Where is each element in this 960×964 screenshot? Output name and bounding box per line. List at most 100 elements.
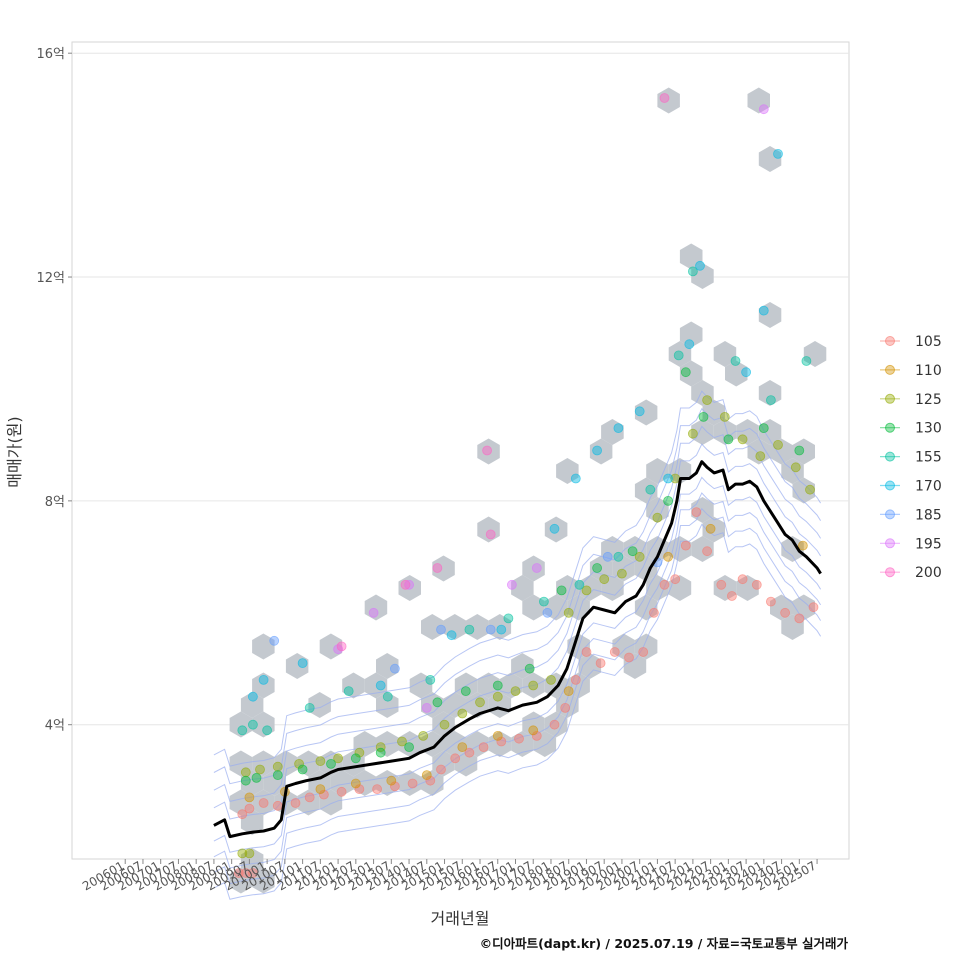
data-point-200 [400, 579, 411, 590]
hexbin-cell [646, 497, 669, 523]
data-point-125 [333, 753, 344, 764]
hexbin-cell [421, 692, 444, 718]
data-point-130 [326, 759, 336, 769]
hexbin-cell [319, 633, 343, 660]
density-contour [213, 407, 822, 785]
data-point-105 [716, 579, 727, 590]
data-point-125 [581, 585, 592, 596]
hexbin-cell [252, 867, 275, 894]
density-contour [213, 425, 822, 802]
data-point-125 [510, 686, 521, 696]
data-point-155 [613, 551, 624, 562]
data-point-155 [237, 725, 248, 736]
density-contour [213, 390, 822, 767]
hexbin-cell [488, 731, 512, 757]
data-point-185 [542, 607, 553, 618]
hexbin-cell [376, 692, 399, 718]
hexbin-cell [252, 750, 275, 777]
hexbin-cell [646, 458, 669, 484]
data-point-155 [262, 725, 273, 736]
data-point-105 [609, 647, 620, 657]
data-point-155 [645, 484, 656, 495]
data-point-155 [503, 613, 514, 624]
data-point-195 [506, 579, 517, 590]
hexbin-cell [252, 672, 275, 699]
data-point-200 [485, 529, 496, 540]
data-point-105 [496, 736, 507, 747]
hexbin-cell [623, 653, 647, 679]
axis-layer: 4억8억12억16억200601200607200701200707200801… [36, 47, 818, 893]
hexbin-cell [274, 750, 298, 777]
hexbin-cell [803, 341, 827, 367]
data-point-170 [258, 675, 269, 685]
hexbin-cell [353, 770, 376, 796]
legend-label-105: 105 [915, 334, 942, 350]
hexbin-cell [747, 87, 770, 114]
y-tick-label: 12억 [36, 271, 65, 286]
data-point-170 [663, 473, 673, 484]
data-point-125 [244, 848, 255, 859]
data-point-170 [446, 630, 457, 641]
legend-marker-200 [885, 567, 895, 578]
hexbin-cell [229, 789, 253, 816]
data-point-130 [680, 367, 691, 378]
data-point-110 [244, 792, 255, 803]
hexbin-cell [702, 516, 725, 543]
data-point-130 [460, 686, 471, 696]
data-point-170 [684, 339, 695, 350]
data-point-130 [698, 411, 709, 422]
data-point-125 [688, 428, 698, 439]
hexbin-cell [781, 536, 804, 562]
data-point-155 [464, 624, 475, 635]
data-point-155 [673, 350, 684, 361]
data-point-130 [794, 445, 805, 456]
data-point-130 [492, 680, 503, 691]
hexbin-cell [443, 614, 466, 640]
data-point-185 [602, 551, 613, 562]
hexbin-cell [477, 516, 500, 543]
data-point-130 [272, 770, 283, 780]
hexbin-cell [601, 575, 624, 601]
data-point-200 [659, 93, 670, 103]
hexbin-cell [353, 731, 376, 757]
legend-marker-195 [885, 538, 895, 549]
y-tick-label: 4억 [45, 719, 65, 734]
hexbin-cell [443, 692, 466, 718]
data-point-105 [751, 579, 762, 590]
legend-label-130: 130 [915, 421, 942, 437]
data-point-105 [464, 747, 475, 758]
data-point-110 [492, 731, 503, 741]
data-point-105 [737, 574, 748, 585]
data-point-170 [247, 691, 258, 702]
hexbin-cell [544, 711, 568, 738]
data-point-105 [808, 602, 819, 613]
data-point-110 [315, 784, 326, 794]
data-point-125 [294, 759, 305, 769]
data-point-105 [389, 781, 400, 792]
legend-marker-110 [885, 364, 895, 375]
median-price-line [213, 460, 822, 839]
data-point-200 [432, 563, 443, 573]
data-point-130 [758, 423, 769, 434]
data-point-170 [613, 423, 624, 434]
data-point-125 [475, 697, 485, 708]
hexbin-cell [285, 653, 309, 679]
data-point-130 [627, 546, 638, 557]
data-point-105 [727, 591, 737, 601]
hexbin-cell [274, 789, 298, 816]
hexbin-cell [578, 653, 602, 679]
data-point-105 [407, 778, 418, 789]
data-point-170 [695, 260, 705, 271]
hexbin-cell [601, 419, 624, 445]
data-point-125 [790, 462, 801, 473]
data-point-130 [251, 773, 262, 783]
legend-layer: 105 110 125 130 155 170 185 195 200 [880, 334, 942, 581]
hexbin-cell [297, 750, 320, 777]
hexbin-cell [398, 575, 421, 601]
hexbin-cell [240, 692, 264, 718]
data-point-155 [801, 356, 812, 366]
hexbin-cell [533, 731, 557, 757]
data-point-105 [570, 675, 581, 685]
hexbin-cell [544, 516, 568, 543]
hexbin-cell [691, 419, 714, 445]
